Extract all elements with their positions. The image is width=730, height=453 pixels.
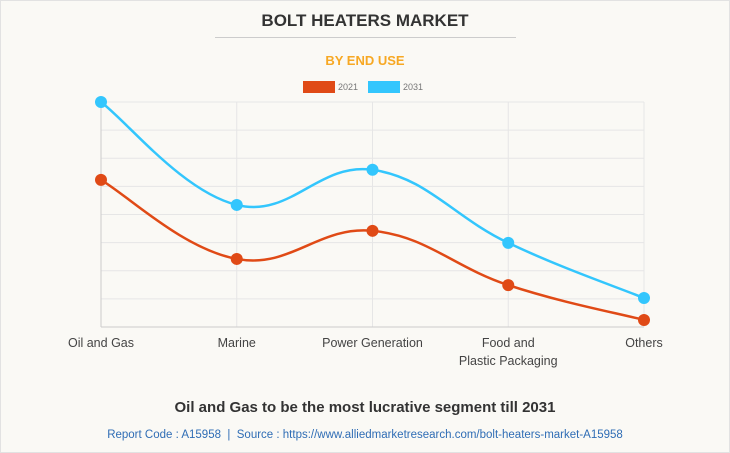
legend-label-2021: 2021 (337, 82, 358, 92)
data-point-2021 (638, 313, 650, 326)
x-tick-label: Oil and Gas (68, 336, 134, 350)
legend-swatch-2031 (368, 81, 400, 93)
legend: 2021 2031 (1, 81, 729, 93)
chart-subtitle: BY END USE (325, 53, 405, 68)
data-point-2021 (366, 224, 379, 237)
data-point-2031 (95, 96, 107, 108)
x-tick-label: Marine (218, 336, 256, 350)
data-point-2031 (366, 163, 379, 176)
chart-title: BOLT HEATERS MARKET (261, 11, 469, 30)
data-point-2031 (230, 198, 243, 211)
x-tick-label: Power Generation (322, 336, 423, 350)
legend-item-2031[interactable]: 2031 (368, 81, 423, 93)
legend-item-2021[interactable]: 2021 (302, 81, 358, 93)
headline: Oil and Gas to be the most lucrative seg… (174, 399, 556, 416)
x-tick-label: Food and (482, 336, 535, 350)
data-point-2021 (502, 279, 515, 292)
data-point-2021 (230, 252, 243, 265)
x-tick-label: Plastic Packaging (459, 354, 558, 368)
data-point-2021 (95, 173, 107, 186)
legend-label-2031: 2031 (403, 82, 424, 92)
source-line[interactable]: Report Code : A15958 | Source : https://… (107, 429, 623, 441)
x-tick-label: Others (625, 336, 663, 350)
data-point-2031 (502, 236, 515, 249)
data-point-2031 (638, 292, 650, 305)
legend-swatch-2021 (302, 81, 335, 93)
title-divider (215, 37, 516, 38)
